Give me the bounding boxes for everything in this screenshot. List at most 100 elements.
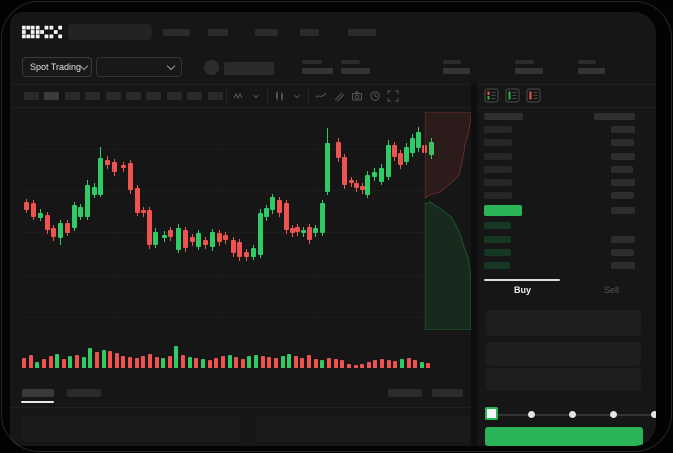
last-price-amount-placeholder bbox=[611, 207, 635, 214]
ask-amount-placeholder[interactable] bbox=[611, 192, 634, 199]
buy-submit-button[interactable] bbox=[485, 427, 643, 446]
okx-logo[interactable] bbox=[22, 25, 63, 39]
volume-bar bbox=[108, 351, 112, 368]
tab-sell[interactable]: Sell bbox=[603, 285, 619, 295]
ask-price-placeholder[interactable] bbox=[484, 153, 512, 160]
orderbook-sells-view[interactable] bbox=[526, 88, 541, 103]
chart-settings-icon[interactable] bbox=[369, 90, 381, 102]
indicators-icon[interactable] bbox=[233, 90, 245, 102]
candle-body bbox=[183, 230, 188, 248]
volume-bar bbox=[254, 355, 258, 368]
slider-handle[interactable] bbox=[485, 407, 498, 420]
ask-amount-placeholder[interactable] bbox=[611, 126, 635, 133]
orders-tab-placeholder[interactable] bbox=[67, 389, 101, 397]
orders-tab-placeholder[interactable] bbox=[22, 389, 54, 397]
volume-bar bbox=[148, 354, 152, 368]
interval-button[interactable] bbox=[167, 92, 182, 100]
interval-button[interactable] bbox=[146, 92, 161, 100]
interval-button[interactable] bbox=[24, 92, 39, 100]
volume-bar bbox=[426, 363, 430, 368]
candle-body bbox=[45, 215, 50, 230]
gridline-v bbox=[318, 112, 319, 330]
stat-value-placeholder bbox=[578, 68, 605, 74]
bid-amount-placeholder[interactable] bbox=[611, 249, 634, 256]
chart-type-icon[interactable] bbox=[274, 90, 286, 102]
bid-amount-placeholder[interactable] bbox=[611, 262, 635, 269]
slider-step-dot[interactable] bbox=[651, 411, 656, 418]
candle-body bbox=[153, 232, 158, 245]
nav-item-placeholder[interactable] bbox=[300, 29, 319, 36]
chevron-down-icon[interactable] bbox=[292, 91, 302, 101]
volume-bar bbox=[228, 355, 232, 368]
volume-bar bbox=[221, 356, 225, 368]
bid-price-placeholder[interactable] bbox=[484, 236, 511, 243]
interval-button[interactable] bbox=[65, 92, 80, 100]
last-price-highlight[interactable] bbox=[484, 205, 522, 216]
orders-action-placeholder[interactable] bbox=[388, 389, 422, 397]
interval-button[interactable] bbox=[85, 92, 100, 100]
line-chart-icon[interactable] bbox=[315, 90, 327, 102]
ask-amount-placeholder[interactable] bbox=[611, 153, 635, 160]
candle-body bbox=[112, 162, 117, 172]
ask-price-placeholder[interactable] bbox=[484, 192, 512, 199]
bid-price-placeholder[interactable] bbox=[484, 222, 511, 229]
drawing-tools-icon[interactable] bbox=[333, 90, 345, 102]
ask-amount-placeholder[interactable] bbox=[611, 179, 635, 186]
tab-buy[interactable]: Buy bbox=[513, 285, 531, 295]
candle-body bbox=[162, 235, 167, 238]
interval-button[interactable] bbox=[126, 92, 141, 100]
candle-body bbox=[336, 142, 341, 158]
ask-price-placeholder[interactable] bbox=[484, 139, 512, 146]
nav-item-placeholder[interactable] bbox=[208, 29, 228, 36]
search-input[interactable] bbox=[68, 24, 152, 40]
volume-bar bbox=[102, 350, 106, 368]
bid-price-placeholder[interactable] bbox=[484, 249, 511, 256]
volume-bar bbox=[188, 357, 192, 368]
ask-price-placeholder[interactable] bbox=[484, 179, 512, 186]
okx-logo-pixels bbox=[22, 25, 63, 39]
candlestick-chart[interactable] bbox=[22, 112, 434, 330]
candle-body bbox=[98, 158, 103, 195]
volume-bar bbox=[413, 360, 417, 368]
slider-step-dot[interactable] bbox=[569, 411, 576, 418]
candle-body bbox=[244, 252, 249, 257]
stat-label-placeholder bbox=[341, 60, 360, 64]
nav-item-placeholder[interactable] bbox=[255, 29, 278, 36]
nav-item-placeholder[interactable] bbox=[348, 29, 376, 36]
volume-bar bbox=[380, 359, 384, 368]
volume-bar bbox=[300, 358, 304, 368]
interval-button[interactable] bbox=[208, 92, 223, 100]
ask-amount-placeholder[interactable] bbox=[611, 166, 633, 173]
screenshot-icon[interactable] bbox=[351, 90, 363, 102]
nav-item-placeholder[interactable] bbox=[163, 29, 190, 36]
orderbook-view-toggles bbox=[484, 88, 541, 103]
orderbook-split-view[interactable] bbox=[484, 88, 499, 103]
slider-step-dot[interactable] bbox=[610, 411, 617, 418]
ask-price-placeholder[interactable] bbox=[484, 166, 512, 173]
candle-body bbox=[416, 132, 421, 148]
trade-input-placeholder[interactable] bbox=[486, 342, 641, 366]
trade-input-placeholder[interactable] bbox=[486, 310, 641, 336]
orderbook-amount-header bbox=[594, 113, 635, 120]
candle-body bbox=[258, 213, 263, 255]
bid-amount-placeholder[interactable] bbox=[611, 236, 635, 243]
chevron-down-icon[interactable] bbox=[251, 91, 261, 101]
orderbook-buys-view[interactable] bbox=[505, 88, 520, 103]
orders-action-placeholder[interactable] bbox=[432, 389, 463, 397]
interval-button[interactable] bbox=[44, 92, 59, 100]
pair-selector[interactable] bbox=[96, 57, 182, 77]
orderbook-price-header bbox=[484, 113, 523, 120]
interval-button[interactable] bbox=[106, 92, 121, 100]
ask-price-placeholder[interactable] bbox=[484, 126, 512, 133]
trade-input-placeholder[interactable] bbox=[486, 368, 641, 391]
interval-button[interactable] bbox=[187, 92, 202, 100]
bid-price-placeholder[interactable] bbox=[484, 262, 510, 269]
ask-amount-placeholder[interactable] bbox=[611, 139, 634, 146]
depth-chart[interactable] bbox=[424, 111, 472, 331]
fullscreen-icon[interactable] bbox=[387, 90, 399, 102]
slider-step-dot[interactable] bbox=[528, 411, 535, 418]
volume-bar bbox=[281, 356, 285, 368]
market-type-selector[interactable]: Spot Trading bbox=[22, 57, 92, 77]
candle-body bbox=[349, 180, 354, 183]
volume-bar bbox=[35, 362, 39, 368]
